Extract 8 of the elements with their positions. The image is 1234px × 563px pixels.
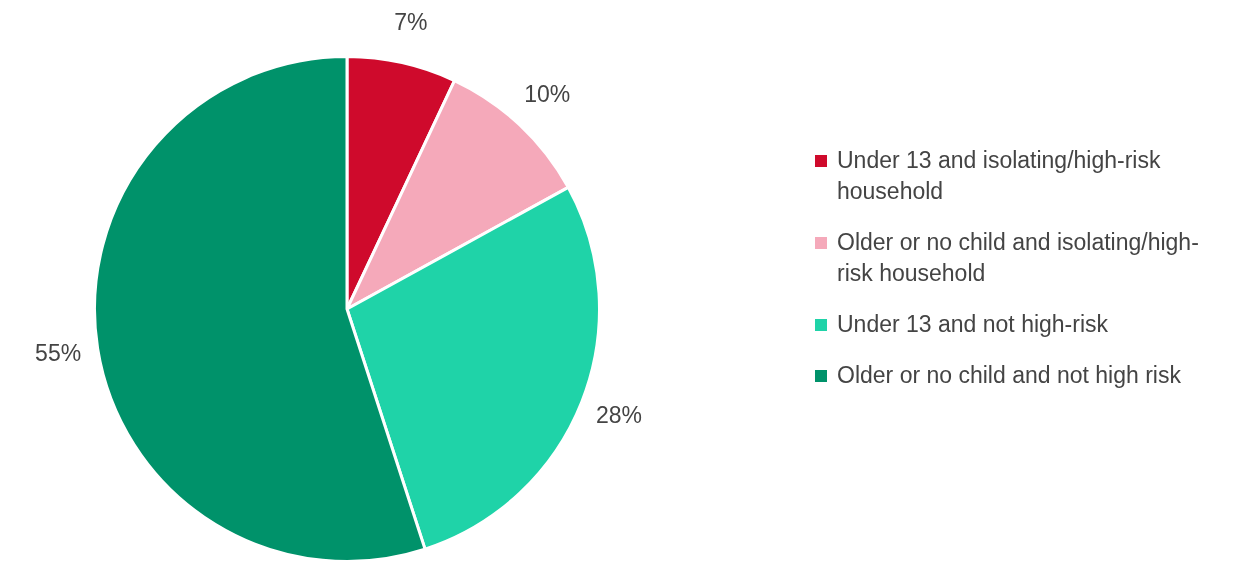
data-label: 10% bbox=[524, 81, 571, 108]
legend-label: Under 13 and not high-risk bbox=[837, 310, 1109, 339]
data-label: 28% bbox=[595, 402, 642, 429]
legend-label: Under 13 and isolating/high-risk household bbox=[837, 146, 1162, 206]
data-label: 55% bbox=[35, 340, 82, 367]
data-label: 7% bbox=[394, 8, 428, 35]
legend-label: Older or no child and not high risk bbox=[837, 361, 1181, 390]
legend-label: Older or no child and isolating/high-risk household bbox=[837, 228, 1200, 288]
